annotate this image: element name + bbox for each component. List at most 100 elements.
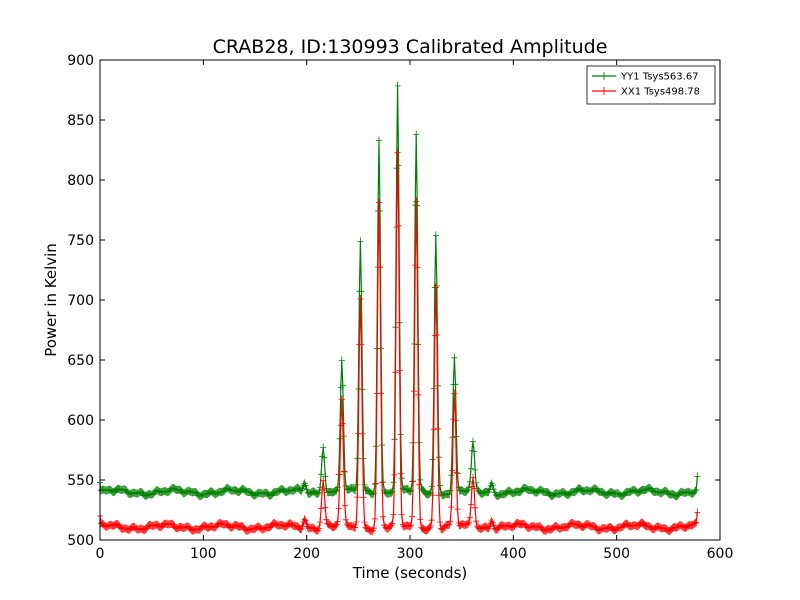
- data-point: [360, 493, 367, 502]
- legend-entry: YY1 Tsys563.67: [592, 72, 699, 83]
- data-point: [357, 294, 364, 303]
- data-point: [452, 380, 459, 389]
- x-tick-label: 400: [500, 546, 527, 562]
- data-point: [361, 480, 368, 489]
- data-point: [339, 419, 346, 428]
- data-point: [301, 515, 308, 524]
- data-point: [397, 469, 404, 478]
- data-point: [453, 468, 460, 477]
- data-point: [448, 471, 455, 480]
- data-point: [694, 508, 701, 517]
- data-point: [449, 466, 456, 475]
- data-point: [353, 480, 360, 489]
- data-point: [338, 356, 345, 365]
- data-point: [466, 477, 473, 486]
- data-point: [433, 331, 440, 339]
- data-point: [468, 464, 474, 473]
- y-tick-label: 650: [67, 353, 94, 369]
- y-tick-label: 850: [67, 113, 94, 129]
- data-point: [317, 518, 324, 527]
- data-point: [413, 197, 420, 206]
- series-line: [99, 152, 698, 532]
- series-0: [97, 81, 701, 501]
- data-point: [318, 504, 325, 513]
- data-point: [361, 518, 368, 527]
- data-point: [334, 517, 341, 526]
- x-axis-label: Time (seconds): [352, 564, 468, 582]
- data-point: [322, 503, 329, 512]
- data-point: [488, 479, 495, 488]
- data-point: [398, 474, 405, 483]
- data-point: [428, 516, 435, 525]
- data-point: [299, 484, 306, 493]
- data-point: [470, 437, 476, 446]
- x-tick-label: 0: [96, 546, 105, 562]
- y-tick-label: 600: [67, 413, 94, 429]
- data-point: [353, 517, 360, 526]
- data-point: [336, 434, 343, 443]
- legend-marker: [601, 87, 607, 95]
- data-point: [341, 501, 348, 510]
- y-tick-label: 750: [67, 233, 94, 249]
- data-point: [351, 485, 358, 494]
- data-point: [428, 482, 435, 491]
- data-point: [485, 487, 492, 496]
- data-point: [465, 483, 472, 492]
- data-point: [437, 518, 443, 526]
- data-point: [448, 503, 455, 512]
- data-point: [465, 518, 472, 527]
- data-point: [388, 521, 395, 530]
- data-point: [302, 481, 309, 490]
- data-point: [340, 467, 347, 476]
- data-point: [315, 489, 321, 498]
- data-point: [472, 465, 479, 474]
- data-point: [388, 488, 395, 497]
- data-point: [321, 486, 328, 494]
- data-point: [352, 523, 359, 532]
- data-point: [396, 366, 403, 375]
- data-point: [692, 487, 699, 495]
- data-point: [409, 512, 416, 521]
- data-point: [323, 515, 330, 524]
- y-tick-label: 900: [67, 53, 94, 69]
- data-point: [489, 518, 496, 527]
- data-point: [316, 524, 323, 533]
- data-point: [336, 470, 343, 479]
- data-point: [377, 207, 383, 215]
- data-point: [359, 429, 366, 438]
- data-point: [435, 491, 442, 500]
- data-point: [490, 485, 497, 494]
- data-point: [446, 520, 453, 529]
- data-point: [485, 524, 492, 533]
- data-point: [376, 136, 382, 145]
- data-point: [410, 477, 417, 486]
- data-point: [322, 472, 329, 481]
- data-point: [471, 447, 478, 456]
- data-point: [464, 519, 471, 528]
- data-point: [447, 517, 454, 526]
- data-point: [380, 512, 387, 521]
- legend-box: [586, 65, 716, 105]
- data-point: [320, 443, 327, 452]
- data-point: [430, 425, 437, 434]
- legend-marker: [601, 72, 607, 80]
- legend: YY1 Tsys563.67 XX1 Tsys498.78: [586, 65, 716, 105]
- data-point: [339, 381, 346, 390]
- data-point: [451, 389, 458, 398]
- data-point: [433, 281, 440, 290]
- chart-title: CRAB28, ID:130993 Calibrated Amplitude: [213, 36, 608, 58]
- data-point: [370, 524, 377, 533]
- data-point: [468, 500, 474, 509]
- data-point: [378, 389, 385, 398]
- y-tick-label: 500: [67, 533, 94, 549]
- data-point: [694, 472, 701, 481]
- data-point: [466, 513, 473, 522]
- data-point: [398, 510, 405, 519]
- x-tick-label: 200: [293, 546, 320, 562]
- data-point: [471, 484, 478, 493]
- data-point: [394, 81, 401, 90]
- legend-entry: XX1 Tsys498.78: [592, 87, 700, 98]
- data-point: [379, 478, 386, 487]
- data-point: [454, 469, 461, 478]
- data-point: [299, 522, 306, 531]
